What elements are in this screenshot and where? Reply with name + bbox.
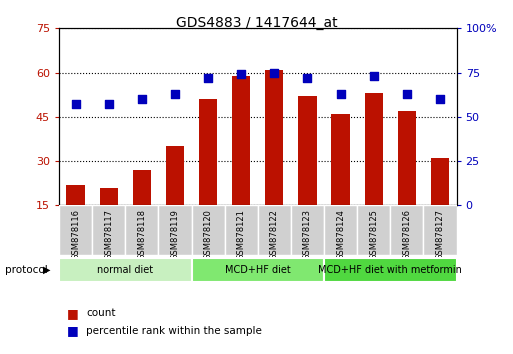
Bar [100, 188, 118, 205]
Bar [258, 205, 291, 255]
Text: GDS4883 / 1417644_at: GDS4883 / 1417644_at [175, 16, 338, 30]
Text: ■: ■ [67, 325, 78, 337]
Point [303, 75, 311, 81]
Bar [390, 205, 423, 255]
Bar [365, 93, 383, 205]
Bar [291, 205, 324, 255]
Text: GSM878120: GSM878120 [204, 209, 212, 260]
Bar [357, 205, 390, 255]
Point [204, 75, 212, 81]
Point [337, 91, 345, 97]
Text: GSM878118: GSM878118 [137, 209, 146, 260]
Text: GSM878124: GSM878124 [336, 209, 345, 260]
Bar [331, 114, 350, 205]
Bar [324, 258, 457, 282]
Text: GSM878123: GSM878123 [303, 209, 312, 260]
Text: percentile rank within the sample: percentile rank within the sample [86, 326, 262, 336]
Point [237, 72, 245, 77]
Bar [265, 70, 284, 205]
Bar [67, 185, 85, 205]
Bar [133, 170, 151, 205]
Point [137, 96, 146, 102]
Bar [191, 258, 324, 282]
Bar [199, 99, 217, 205]
Text: GSM878117: GSM878117 [104, 209, 113, 260]
Text: GSM878119: GSM878119 [170, 209, 180, 260]
Bar [59, 205, 92, 255]
Text: MCD+HF diet with metformin: MCD+HF diet with metformin [319, 265, 462, 275]
Text: GSM878126: GSM878126 [402, 209, 411, 260]
Text: protocol: protocol [5, 265, 48, 275]
Point [370, 73, 378, 79]
Bar [324, 205, 357, 255]
Point [270, 70, 279, 75]
Text: GSM878116: GSM878116 [71, 209, 80, 260]
Text: GSM878121: GSM878121 [236, 209, 246, 260]
Point [105, 102, 113, 107]
Bar [191, 205, 225, 255]
Bar [398, 111, 416, 205]
Text: count: count [86, 308, 116, 318]
Bar [166, 146, 184, 205]
Point [403, 91, 411, 97]
Point [171, 91, 179, 97]
Text: normal diet: normal diet [97, 265, 153, 275]
Bar [159, 205, 191, 255]
Text: MCD+HF diet: MCD+HF diet [225, 265, 291, 275]
Bar [431, 158, 449, 205]
Text: GSM878125: GSM878125 [369, 209, 378, 260]
Bar [125, 205, 159, 255]
Text: GSM878127: GSM878127 [436, 209, 444, 260]
Text: ▶: ▶ [43, 265, 50, 275]
Point [436, 96, 444, 102]
Bar [299, 96, 317, 205]
Bar [225, 205, 258, 255]
Text: ■: ■ [67, 307, 78, 320]
Bar [92, 205, 125, 255]
Bar [423, 205, 457, 255]
Point [71, 102, 80, 107]
Bar [232, 75, 250, 205]
Bar [59, 258, 191, 282]
Text: GSM878122: GSM878122 [270, 209, 279, 260]
